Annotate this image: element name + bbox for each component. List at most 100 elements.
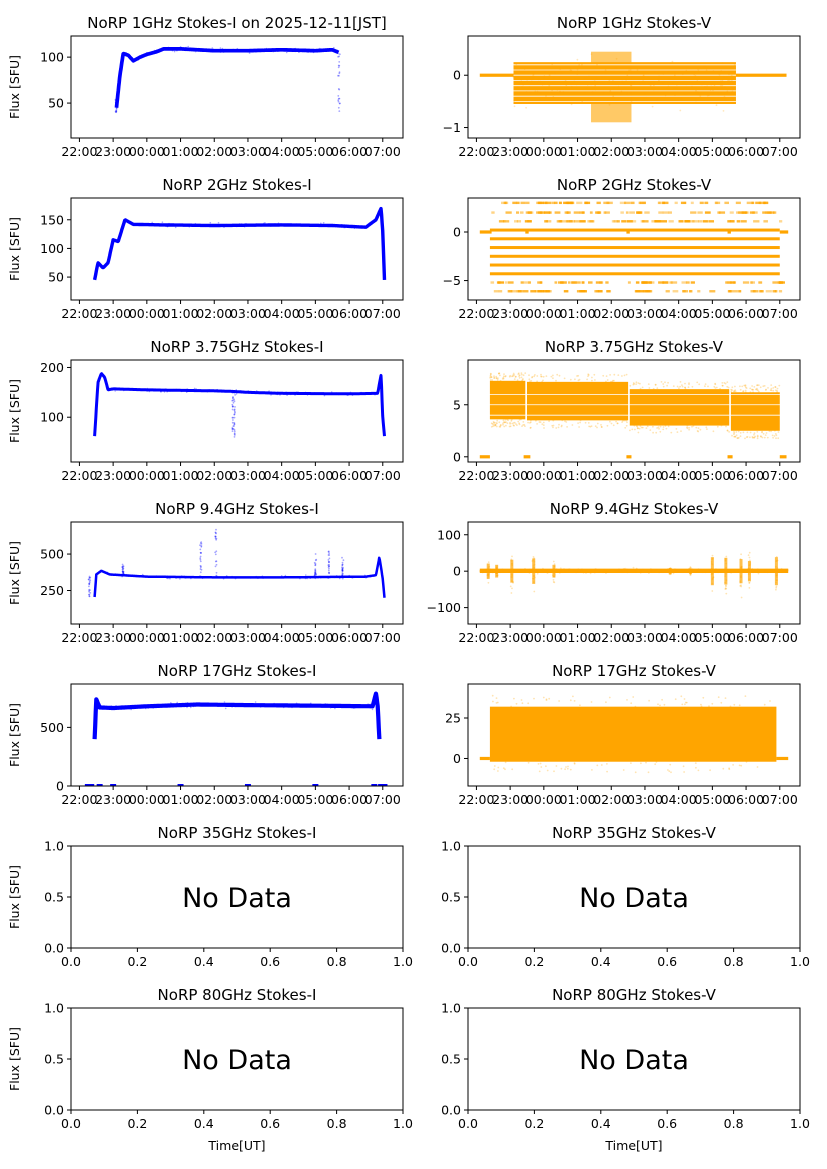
data-point bbox=[160, 48, 162, 51]
data-point bbox=[679, 385, 681, 388]
data-point bbox=[299, 393, 302, 395]
data-point bbox=[327, 550, 330, 553]
data-point bbox=[715, 570, 718, 572]
data-point bbox=[89, 579, 92, 582]
data-point bbox=[669, 62, 672, 65]
data-point bbox=[532, 77, 534, 80]
data-point bbox=[232, 416, 235, 419]
data-point bbox=[594, 290, 600, 293]
data-point bbox=[493, 768, 496, 771]
data-point bbox=[522, 374, 525, 377]
data-series-i bbox=[93, 372, 386, 437]
data-point bbox=[247, 224, 250, 226]
data-band bbox=[479, 568, 789, 573]
data-point bbox=[522, 424, 524, 426]
x-tick-label: 07:00 bbox=[762, 144, 798, 159]
data-point bbox=[733, 390, 736, 392]
data-point bbox=[199, 225, 202, 227]
data-point bbox=[645, 427, 648, 429]
data-point bbox=[571, 424, 574, 426]
data-point bbox=[734, 389, 737, 392]
data-point bbox=[569, 69, 572, 72]
data-point bbox=[626, 569, 628, 572]
data-point bbox=[328, 705, 331, 708]
data-point bbox=[502, 423, 504, 426]
data-point bbox=[564, 570, 567, 573]
data-point bbox=[776, 390, 778, 392]
data-point bbox=[551, 424, 554, 427]
data-point bbox=[334, 707, 336, 710]
data-point bbox=[337, 97, 340, 100]
data-point bbox=[481, 569, 484, 572]
data-point bbox=[125, 52, 128, 55]
data-point bbox=[690, 211, 697, 214]
y-tick-label: 100 bbox=[437, 527, 461, 542]
data-point bbox=[726, 90, 729, 93]
y-tick-label: 1.0 bbox=[441, 839, 461, 854]
data-point bbox=[525, 201, 530, 205]
data-point bbox=[635, 281, 640, 284]
data-point bbox=[203, 576, 206, 578]
data-point bbox=[121, 573, 124, 575]
data-point bbox=[538, 201, 545, 205]
data-point bbox=[254, 223, 257, 226]
data-point bbox=[347, 225, 350, 227]
data-point bbox=[589, 211, 593, 214]
data-point bbox=[620, 90, 623, 93]
y-tick-label: 0 bbox=[453, 68, 461, 83]
data-point bbox=[689, 570, 692, 573]
data-point bbox=[157, 389, 159, 391]
data-point bbox=[380, 373, 382, 376]
data-point bbox=[215, 560, 218, 563]
data-point bbox=[356, 576, 359, 578]
data-point bbox=[786, 568, 789, 571]
data-point bbox=[783, 569, 786, 572]
data-point bbox=[632, 383, 635, 386]
data-point bbox=[233, 48, 235, 51]
data-point bbox=[545, 765, 547, 768]
data-point bbox=[567, 220, 573, 223]
data-point bbox=[642, 74, 645, 77]
data-point bbox=[704, 383, 707, 385]
data-point bbox=[281, 704, 284, 706]
data-point bbox=[495, 574, 498, 577]
plot-area bbox=[478, 551, 789, 599]
data-point bbox=[314, 572, 317, 574]
data-point bbox=[632, 220, 637, 223]
data-point bbox=[737, 569, 740, 571]
data-point bbox=[635, 290, 640, 293]
data-point bbox=[224, 48, 226, 51]
data-point bbox=[328, 565, 330, 568]
data-point bbox=[739, 585, 742, 587]
data-point bbox=[774, 290, 778, 293]
data-point bbox=[277, 222, 280, 224]
data-point bbox=[625, 419, 627, 422]
data-point bbox=[532, 564, 535, 567]
x-tick-label: 02:00 bbox=[196, 144, 232, 159]
data-point bbox=[635, 98, 638, 101]
data-point bbox=[548, 74, 551, 77]
data-point bbox=[641, 386, 644, 389]
data-point bbox=[721, 62, 724, 65]
data-point bbox=[496, 570, 499, 573]
data-point bbox=[338, 577, 341, 580]
data-point bbox=[541, 380, 544, 383]
data-point bbox=[573, 570, 576, 572]
data-point bbox=[517, 373, 520, 375]
data-point bbox=[762, 385, 765, 388]
data-point bbox=[97, 701, 99, 704]
plot-area bbox=[479, 51, 787, 123]
data-point bbox=[510, 560, 513, 562]
y-tick-label: 0.0 bbox=[441, 1103, 461, 1118]
data-point bbox=[572, 695, 574, 698]
data-point bbox=[374, 394, 376, 396]
data-point bbox=[717, 696, 720, 699]
data-point bbox=[115, 107, 118, 110]
data-point bbox=[691, 568, 694, 571]
data-point bbox=[359, 705, 362, 707]
data-point bbox=[588, 425, 590, 428]
data-point bbox=[727, 220, 731, 223]
y-axis-label: Flux [SFU] bbox=[7, 55, 22, 119]
data-point bbox=[110, 784, 117, 786]
data-point bbox=[122, 567, 125, 570]
